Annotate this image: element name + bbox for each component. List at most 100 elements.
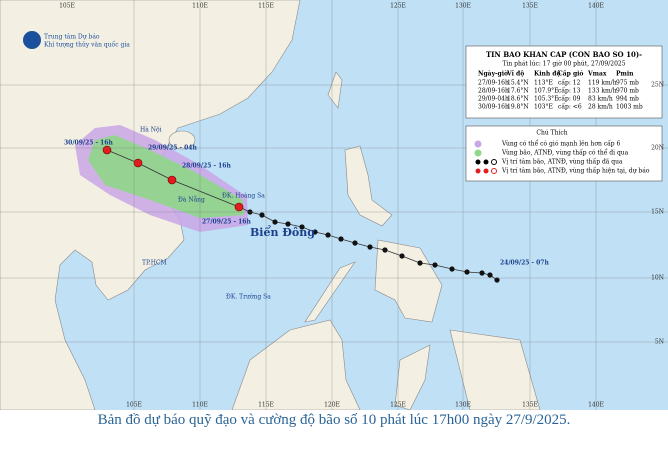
table-cell: cấp: <6 xyxy=(558,104,582,111)
lat-label: 25N xyxy=(651,82,664,89)
legend-item: Vị trí tâm bão, ATNĐ, vùng thấp đã qua xyxy=(501,159,623,166)
past-position xyxy=(259,212,265,218)
table-cell: 103°E xyxy=(534,104,553,111)
lat-label: 5N xyxy=(655,339,664,346)
info-issued: Tin phát lúc: 17 giờ 00 phút, 27/09/2025 xyxy=(502,61,625,68)
table-cell: cấp: 12 xyxy=(558,80,581,87)
table-cell: 119 km/h xyxy=(588,80,617,87)
past-position xyxy=(367,244,373,250)
table-header: Kinh độ xyxy=(534,71,561,78)
lon-label: 125E xyxy=(390,3,406,10)
lon-label: 120E xyxy=(324,402,340,409)
track-label: 30/09/25 - 16h xyxy=(64,140,113,147)
track-label: 29/09/25 - 04h xyxy=(148,145,197,152)
place: ĐK. Trường Sa xyxy=(226,294,271,301)
table-cell: 28 km/h xyxy=(588,104,613,111)
track-label: 24/09/25 - 07h xyxy=(500,260,549,267)
past-position xyxy=(487,272,493,278)
lon-label: 110E xyxy=(192,3,208,10)
lat-label: 10N xyxy=(651,275,664,282)
lon-label: 115E xyxy=(258,402,274,409)
legend-symbols xyxy=(475,159,497,174)
map: Trung tâm Dự báo Khí tượng thủy văn quốc… xyxy=(0,0,668,410)
table-cell: 994 mb xyxy=(616,96,639,103)
past-position xyxy=(382,247,388,253)
table-cell: 975 mb xyxy=(616,80,639,87)
legend-item: Vùng bão, ATNĐ, vùng thấp có thể đi qua xyxy=(501,150,629,157)
lat-label: 15N xyxy=(651,209,664,216)
places: Hà Nội Đà Nẵng TP.HCM ĐK. Hoàng Sa ĐK. T… xyxy=(140,127,315,301)
past-position xyxy=(494,277,500,283)
place: ĐK. Hoàng Sa xyxy=(222,193,265,200)
table-cell: 29/09-04h xyxy=(478,96,509,103)
table-cell: 30/09-16h xyxy=(478,104,509,111)
forecast-position xyxy=(167,175,177,185)
org-name: Trung tâm Dự báo xyxy=(44,34,100,41)
forecast-position xyxy=(102,145,112,155)
table-header: Vĩ độ xyxy=(506,71,524,78)
past-position xyxy=(299,224,305,230)
past-position xyxy=(285,221,291,227)
lon-label: 140E xyxy=(588,402,604,409)
table-cell: 133 km/h xyxy=(588,88,617,95)
table-cell: 28/09-16h xyxy=(478,88,509,95)
past-position xyxy=(338,236,344,242)
sea-name: Biển Đông xyxy=(250,225,315,239)
lon-label: 115E xyxy=(258,3,274,10)
past-position xyxy=(479,270,485,276)
org-name: Khí tượng thủy văn quốc gia xyxy=(44,42,130,49)
table-cell: cấp: 09 xyxy=(558,96,581,103)
track-labels: 30/09/25 - 16h 29/09/25 - 04h 28/09/25 -… xyxy=(64,140,549,267)
legend-swatch xyxy=(474,149,482,157)
lon-label: 135E xyxy=(522,402,538,409)
place: Đà Nẵng xyxy=(178,197,205,204)
past-position xyxy=(325,232,331,238)
table-cell: 15.4°N xyxy=(507,80,529,87)
place: TP.HCM xyxy=(142,260,167,267)
lon-label: 130E xyxy=(455,3,471,10)
lat-label: 20N xyxy=(651,145,664,152)
past-position xyxy=(312,229,318,235)
table-cell: 27/09-16h xyxy=(478,80,509,87)
legend-swatch xyxy=(474,140,482,148)
table-header: Ngày-giờ xyxy=(478,71,509,78)
past-position xyxy=(449,266,455,272)
legend-title: Chú Thích xyxy=(536,130,567,137)
table-cell: 970 mb xyxy=(616,88,639,95)
track-label: 27/09/25 - 16h xyxy=(202,219,251,226)
lon-label: 125E xyxy=(390,402,406,409)
past-position xyxy=(417,260,423,266)
past-position xyxy=(352,240,358,246)
lon-label: 140E xyxy=(588,3,604,10)
forecast-position xyxy=(234,202,244,212)
legend-item: Vị trí tâm bão, ATNĐ, vùng thấp hiện tại… xyxy=(501,168,650,175)
table-cell: cấp: 13 xyxy=(558,88,581,95)
info-title: TIN BAO KHAN CAP (CON BAO SO 10)- xyxy=(486,50,642,59)
table-header: Cấp gió xyxy=(558,71,583,78)
table-cell: 18.6°N xyxy=(507,96,529,103)
lon-label: 130E xyxy=(455,402,471,409)
info-box xyxy=(465,45,663,119)
lon-label: 135E xyxy=(522,3,538,10)
legend-box xyxy=(465,125,663,182)
table-header: Vmax xyxy=(587,71,607,78)
table-cell: 105.3°E xyxy=(534,96,559,103)
table-header: Pmin xyxy=(616,71,634,78)
place: Hà Nội xyxy=(140,127,162,134)
lon-label: 105E xyxy=(126,402,142,409)
lon-label: 105E xyxy=(59,3,75,10)
table-cell: 113°E xyxy=(534,80,553,87)
track-label: 28/09/25 - 16h xyxy=(182,163,231,170)
past-position xyxy=(272,219,278,225)
past-position xyxy=(464,269,470,275)
past-position xyxy=(432,262,438,268)
storm-zone xyxy=(88,135,244,218)
table-cell: 17.6°N xyxy=(507,88,529,95)
table-cell: 83 km/h xyxy=(588,96,613,103)
table-cell: 19.8°N xyxy=(507,104,529,111)
table-cell: 107.9°E xyxy=(534,88,559,95)
table-cell: 1003 mb xyxy=(616,104,643,111)
lon-label: 110E xyxy=(192,402,208,409)
legend-item: Vùng có thể có gió mạnh lên hơn cấp 6 xyxy=(501,141,621,148)
